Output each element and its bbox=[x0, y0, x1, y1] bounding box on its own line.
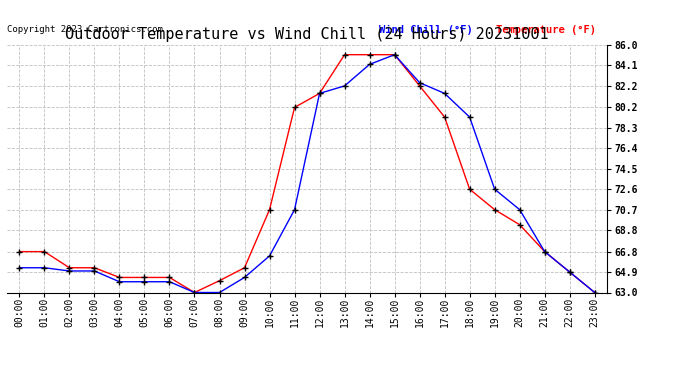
Title: Outdoor Temperature vs Wind Chill (24 Hours) 20231001: Outdoor Temperature vs Wind Chill (24 Ho… bbox=[66, 27, 549, 42]
Text: Temperature (°F): Temperature (°F) bbox=[496, 25, 596, 35]
Text: Wind Chill (°F): Wind Chill (°F) bbox=[379, 25, 473, 35]
Text: Copyright 2023 Cartronics.com: Copyright 2023 Cartronics.com bbox=[7, 25, 163, 34]
